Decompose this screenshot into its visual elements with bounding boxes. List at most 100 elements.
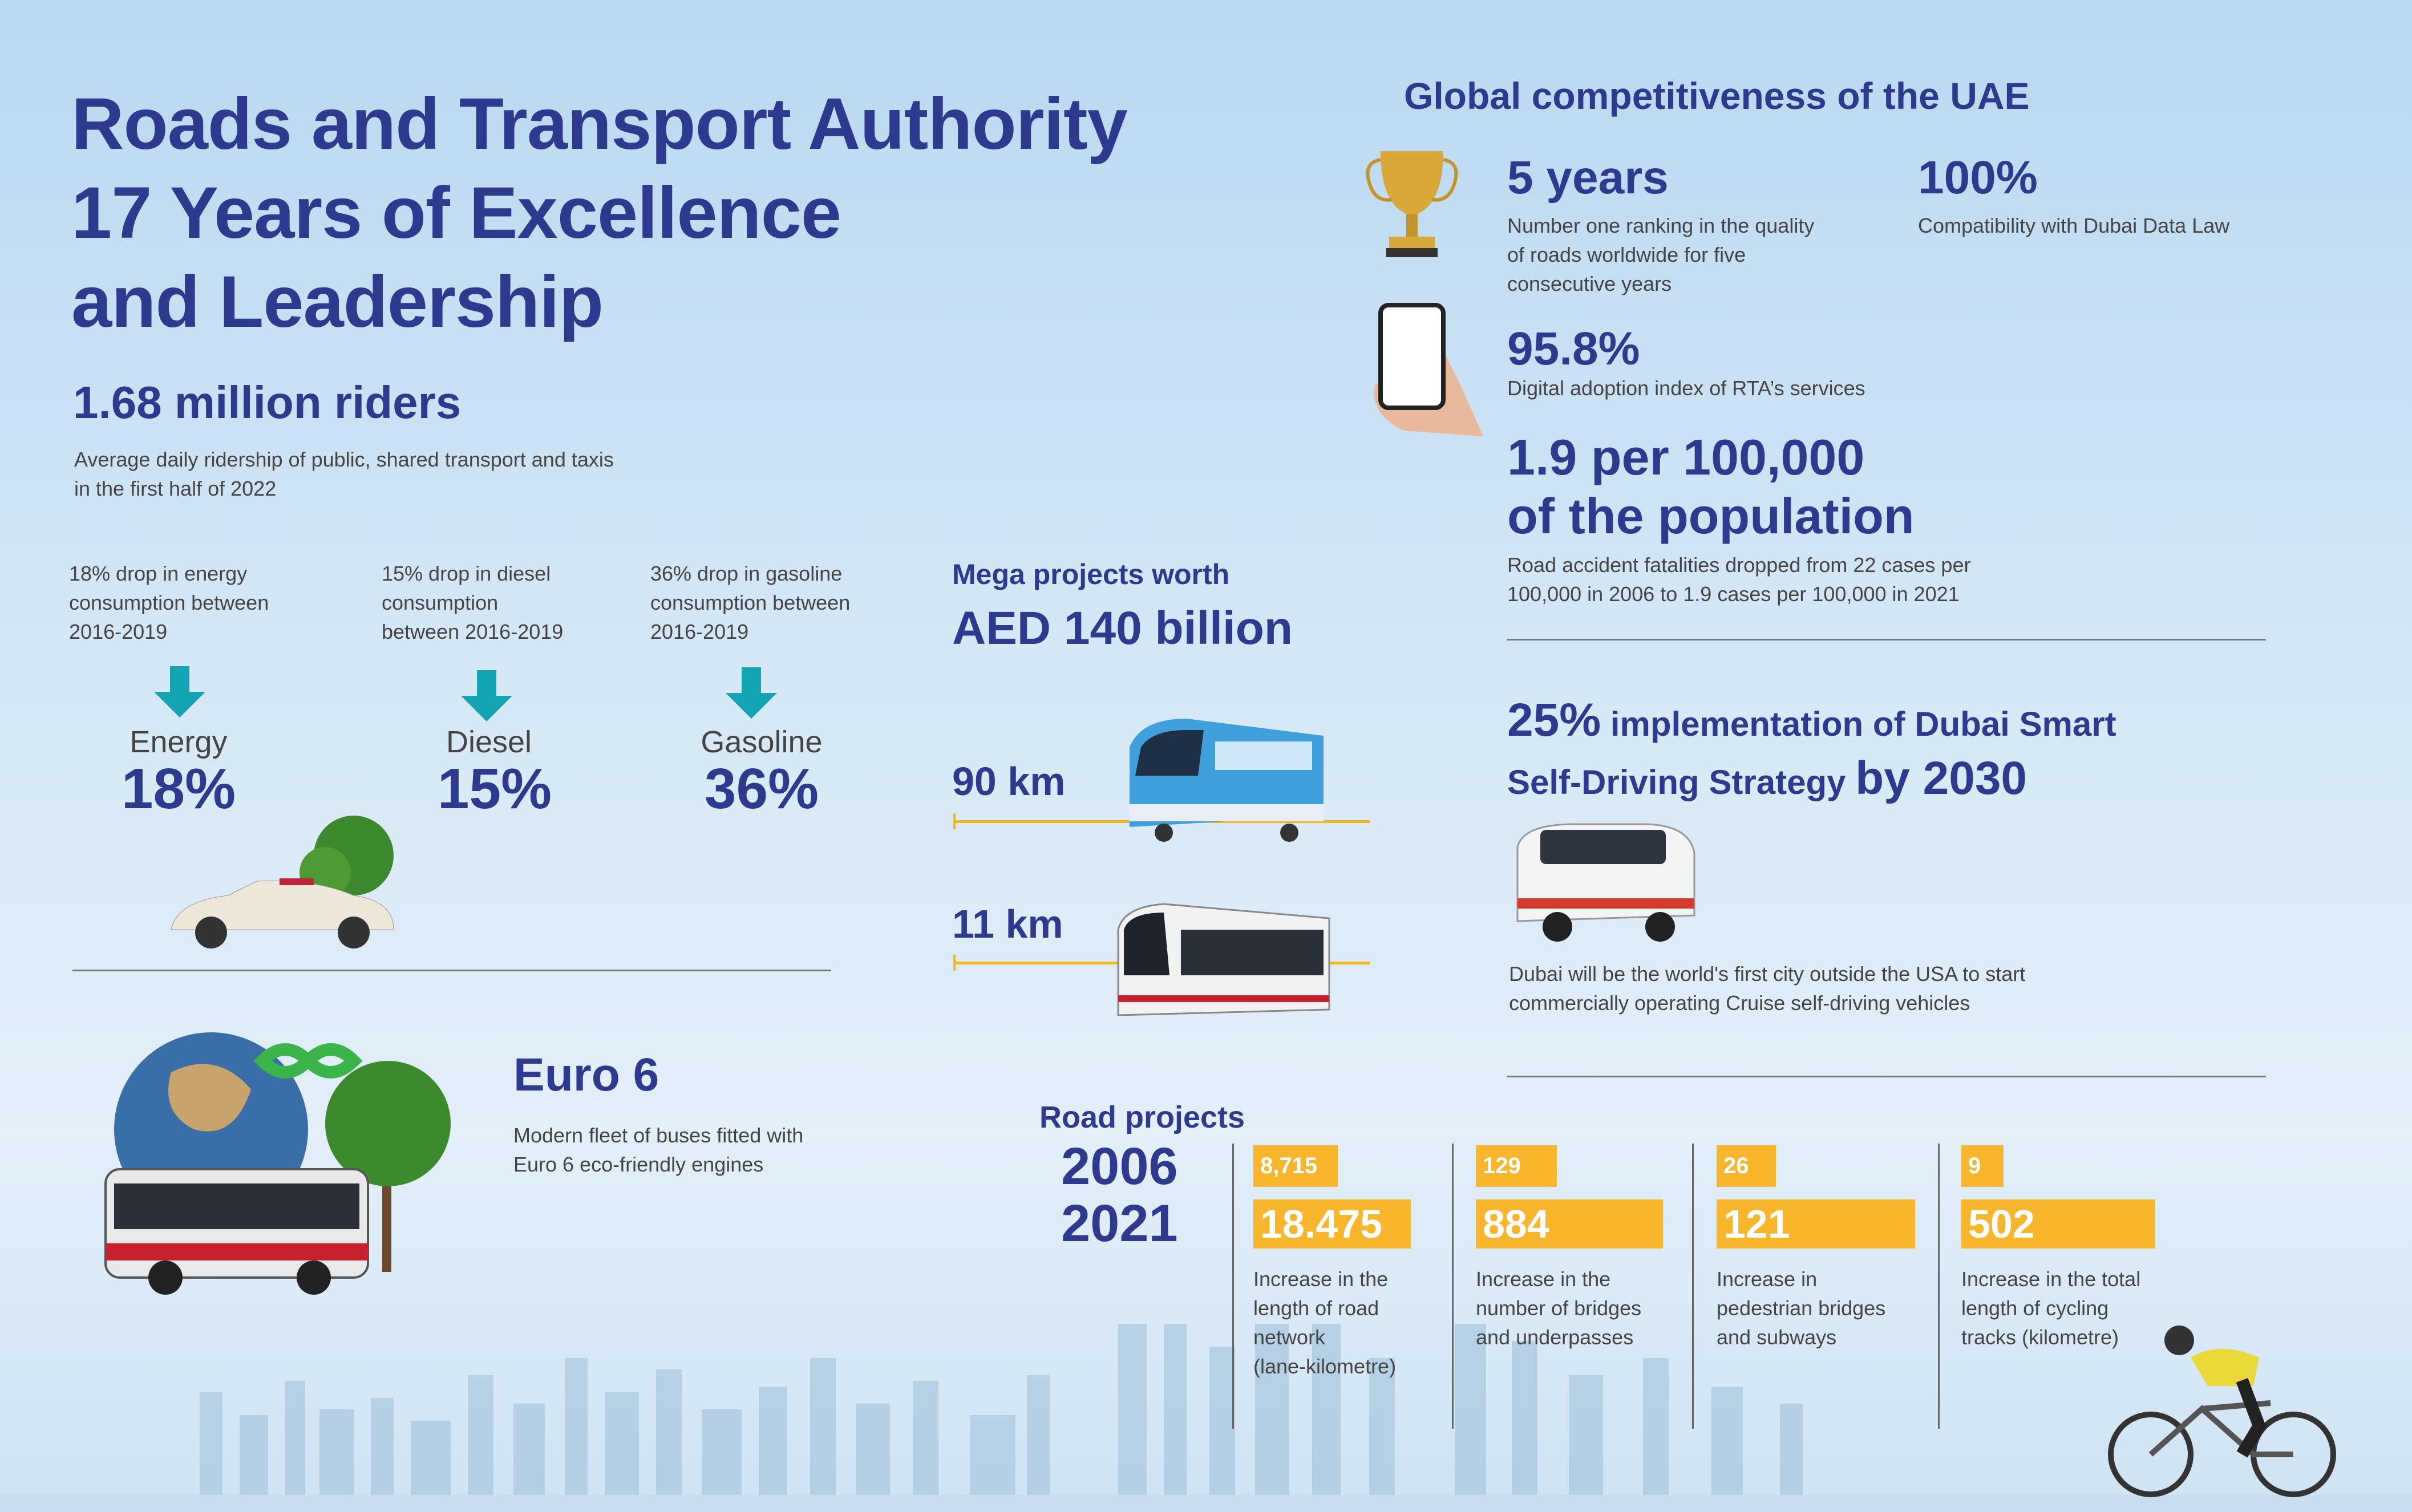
column-divider	[1232, 1144, 1234, 1429]
tram-km: 11 km	[952, 902, 1063, 946]
mega-projects-label: Mega projects worth	[952, 558, 1230, 590]
text-line: length of road	[1253, 1296, 1379, 1320]
diesel-drop-description: 15% drop in diesel consumption between 201…	[382, 559, 563, 646]
road-projects-title: Road projects	[1039, 1100, 1245, 1134]
text-line: in the first half of 2022	[74, 477, 277, 500]
road-network-stat: 8,715 18.475 Increase in the length of ro…	[1253, 1145, 1411, 1381]
energy-drop-description: 18% drop in energy consumption between 201…	[69, 559, 269, 646]
cyclist-image	[2108, 1325, 2336, 1497]
text-line: consumption between	[650, 591, 851, 614]
value-2006: 8,715	[1253, 1145, 1338, 1187]
text-line: consumption	[382, 591, 499, 614]
bridges-stat: 129 884 Increase in the number of bridges…	[1476, 1145, 1663, 1352]
text-line: consecutive years	[1507, 272, 1672, 295]
gasoline-label: Gasoline	[701, 725, 823, 759]
taxi-car-with-tree-image	[171, 816, 394, 948]
self-driving-vehicle-image	[1516, 823, 1695, 942]
text-line: network	[1253, 1325, 1326, 1349]
stat-description: Increase in the number of bridges and unde…	[1476, 1264, 1663, 1352]
value-2021: 884	[1476, 1199, 1663, 1248]
section-divider	[1507, 1076, 2266, 1077]
text-line: of the population	[1507, 488, 1915, 544]
globe-bus-tree-image	[104, 1032, 451, 1295]
page-title: Roads and Transport Authority 17 Years o…	[71, 80, 1128, 347]
text-line: Road accident fatalities dropped from 22…	[1507, 553, 1971, 577]
gasoline-value: 36%	[704, 757, 819, 821]
value-2021: 502	[1961, 1199, 2155, 1248]
riders-description: Average daily ridership of public, share…	[74, 445, 614, 503]
value-2006: 26	[1717, 1145, 1776, 1187]
text-line: 15% drop in diesel	[382, 562, 551, 585]
year-2006: 2006	[1061, 1137, 1178, 1195]
text-line: 1.9 per 100,000	[1507, 429, 1865, 485]
riders-headline: 1.68 million riders	[73, 377, 462, 428]
gasoline-drop-description: 36% drop in gasoline consumption between 2…	[650, 559, 850, 646]
text-line: Increase in the total	[1961, 1267, 2141, 1291]
value-2006: 9	[1961, 1145, 2004, 1187]
column-divider	[1692, 1144, 1694, 1429]
mega-projects-value: AED 140 billion	[952, 602, 1293, 654]
metro-train-image	[1130, 719, 1324, 842]
energy-label: Energy	[129, 725, 228, 759]
text-line: 36% drop in gasoline	[650, 562, 843, 585]
diesel-label: Diesel	[446, 725, 532, 759]
title-line: and Leadership	[71, 261, 604, 343]
down-arrow-icon	[461, 670, 512, 721]
text-line: commercially operating Cruise self-drivi…	[1509, 991, 1970, 1015]
tram-image	[1117, 903, 1330, 1016]
text-line: Euro 6 eco-friendly engines	[513, 1153, 764, 1176]
stat-description: Increase in the total length of cycling tr…	[1961, 1264, 2155, 1352]
column-divider	[1938, 1144, 1940, 1429]
self-driving-target-year: by 2030	[1855, 752, 2027, 804]
text-line: 18% drop in energy	[69, 562, 248, 585]
trophy-icon	[1366, 151, 1458, 257]
text-line: of roads worldwide for five	[1507, 243, 1746, 266]
cycling-tracks-stat: 9 502 Increase in the total length of cyc…	[1961, 1145, 2155, 1352]
text-line: Increase in	[1717, 1267, 1818, 1291]
text-line: Increase in the	[1476, 1267, 1611, 1291]
text-line: Self-Driving Strategy	[1507, 763, 1856, 801]
digital-adoption-description: Digital adoption index of RTA’s services	[1507, 376, 1865, 400]
text-line: length of cycling	[1961, 1296, 2109, 1320]
year-2021: 2021	[1061, 1194, 1178, 1252]
text-line: tracks (kilometre)	[1961, 1325, 2119, 1349]
text-line: Average daily ridership of public, share…	[74, 448, 614, 471]
text-line: 2016-2019	[650, 620, 749, 643]
text-line: Number one ranking in the quality	[1507, 214, 1815, 237]
digital-adoption-value: 95.8%	[1507, 323, 1640, 375]
text-line: 2016-2019	[69, 620, 168, 643]
diesel-value: 15%	[437, 757, 552, 821]
text-line: Modern fleet of buses fitted with	[513, 1124, 804, 1147]
down-arrow-icon	[726, 667, 777, 719]
self-driving-description: Dubai will be the world's first city out…	[1509, 959, 2025, 1018]
stat-description: Increase in pedestrian bridges and subways	[1717, 1264, 1915, 1352]
global-competitiveness-title: Global competitiveness of the UAE	[1404, 75, 2030, 117]
smartphone-in-hand-icon	[1374, 303, 1483, 436]
text-line: Increase in the	[1253, 1267, 1389, 1291]
section-divider	[72, 970, 831, 971]
self-driving-percent: 25%	[1507, 694, 1601, 746]
data-law-description: Compatibility with Dubai Data Law	[1918, 214, 2230, 237]
down-arrow-icon	[154, 666, 205, 718]
euro6-title: Euro 6	[513, 1049, 659, 1101]
energy-value: 18%	[121, 757, 236, 821]
self-driving-headline: 25% implementation of Dubai Smart Self-D…	[1507, 693, 2116, 809]
section-divider	[1507, 639, 2266, 641]
road-projects-years: 2006 2021	[1061, 1138, 1178, 1252]
data-law-value: 100%	[1918, 152, 2038, 204]
title-line: 17 Years of Excellence	[71, 172, 841, 254]
city-skyline-image	[0, 1324, 2412, 1512]
text-line: Dubai will be the world's first city out…	[1509, 962, 2026, 986]
text-line: consumption between	[69, 591, 269, 614]
title-line: Roads and Transport Authority	[71, 83, 1128, 165]
text-line: (lane-kilometre)	[1253, 1355, 1397, 1378]
text-line: between 2016-2019	[382, 620, 564, 643]
fatalities-description: Road accident fatalities dropped from 22…	[1507, 550, 1970, 609]
text-line: and underpasses	[1476, 1325, 1634, 1349]
text-line: and subways	[1717, 1325, 1837, 1349]
euro6-description: Modern fleet of buses fitted with Euro 6 …	[513, 1121, 803, 1179]
value-2021: 18.475	[1253, 1199, 1411, 1248]
five-years-description: Number one ranking in the quality of road…	[1507, 211, 1814, 298]
column-divider	[1452, 1144, 1454, 1429]
text-line: pedestrian bridges	[1717, 1296, 1886, 1320]
